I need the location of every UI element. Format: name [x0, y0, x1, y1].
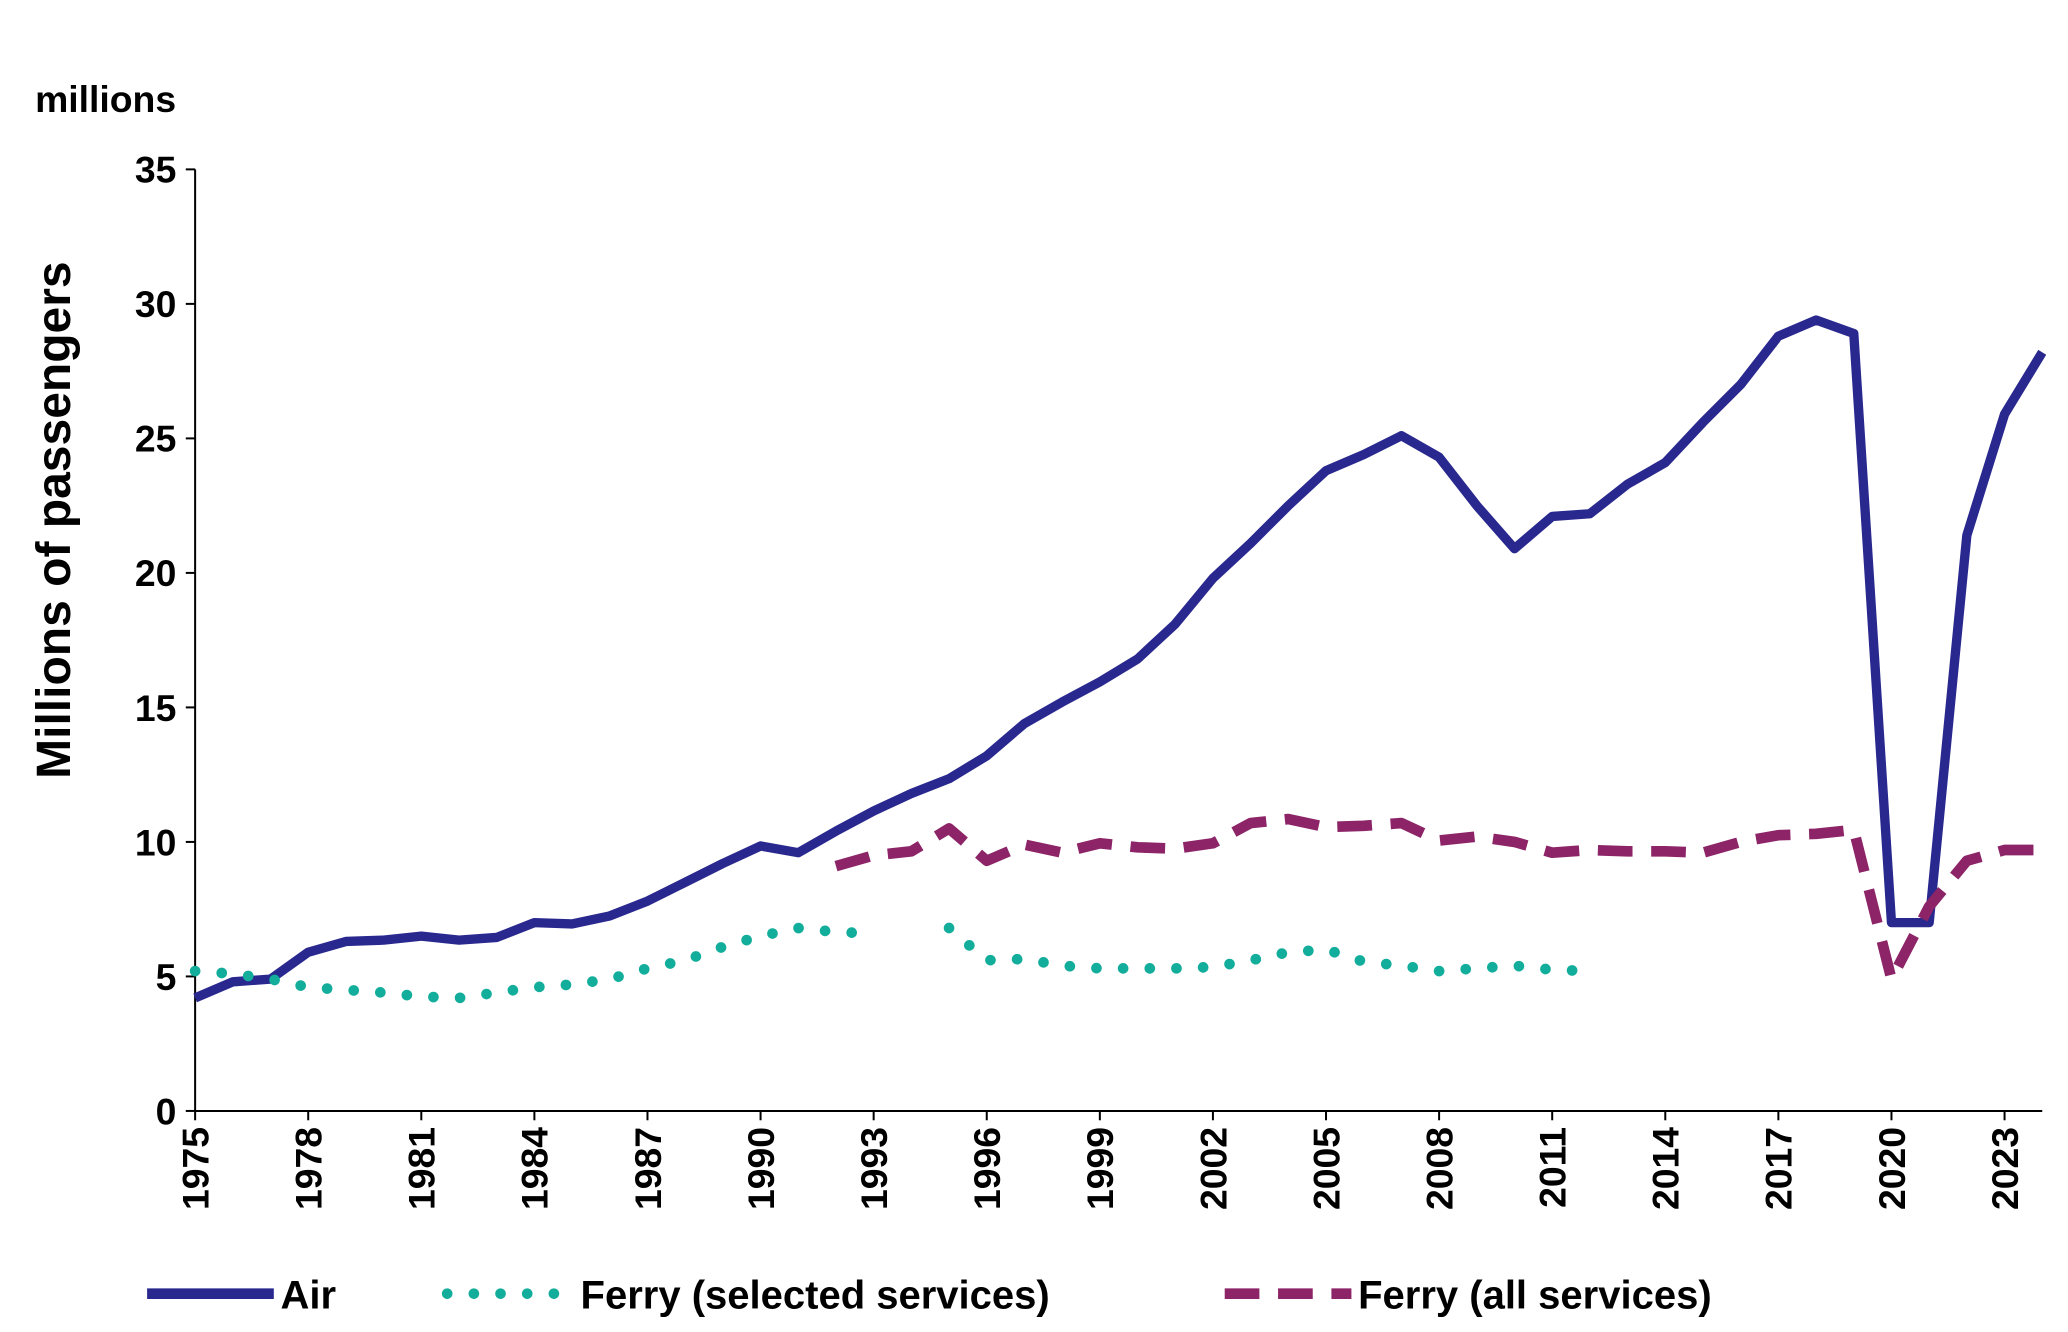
- y-tick-label: 25: [135, 418, 177, 460]
- y-tick-label: 30: [135, 283, 177, 325]
- x-tick-label: 2002: [1192, 1127, 1234, 1210]
- legend-label: Air: [280, 1273, 336, 1317]
- y-tick-label: 5: [156, 956, 177, 998]
- y-tick-label: 35: [135, 149, 177, 191]
- x-tick-label: 2017: [1758, 1127, 1800, 1210]
- unit-label: millions: [35, 78, 176, 120]
- x-tick-label: 2014: [1645, 1127, 1687, 1210]
- x-tick-label: 2023: [1984, 1127, 2026, 1210]
- series-line: [834, 813, 2043, 985]
- x-tick-label: 1999: [1079, 1127, 1121, 1210]
- series-line: [193, 315, 2047, 1003]
- series-line: [189, 922, 1596, 1004]
- x-tick-label: 1975: [174, 1127, 216, 1210]
- x-tick-label: 1984: [514, 1127, 556, 1210]
- x-tick-label: 1990: [740, 1127, 782, 1210]
- x-tick-label: 1996: [966, 1127, 1008, 1210]
- x-tick-label: 1993: [853, 1127, 895, 1210]
- x-tick-label: 2011: [1532, 1127, 1574, 1208]
- x-tick-label: 1981: [401, 1127, 443, 1210]
- y-axis-label: Millions of passengers: [28, 261, 81, 778]
- x-tick-label: 1987: [627, 1127, 669, 1210]
- legend-label: Ferry (all services): [1358, 1273, 1712, 1317]
- y-tick-label: 0: [156, 1090, 177, 1132]
- y-tick-label: 15: [135, 687, 177, 729]
- x-tick-label: 1978: [288, 1127, 330, 1210]
- x-tick-label: 2005: [1305, 1127, 1347, 1210]
- x-tick-label: 2008: [1418, 1127, 1460, 1210]
- legend-label: Ferry (selected services): [581, 1273, 1050, 1317]
- y-tick-label: 10: [135, 821, 177, 863]
- x-tick-label: 2020: [1871, 1127, 1913, 1210]
- y-tick-label: 20: [135, 552, 177, 594]
